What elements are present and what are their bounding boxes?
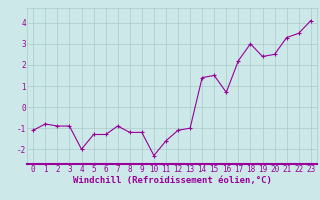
X-axis label: Windchill (Refroidissement éolien,°C): Windchill (Refroidissement éolien,°C) (73, 176, 271, 185)
